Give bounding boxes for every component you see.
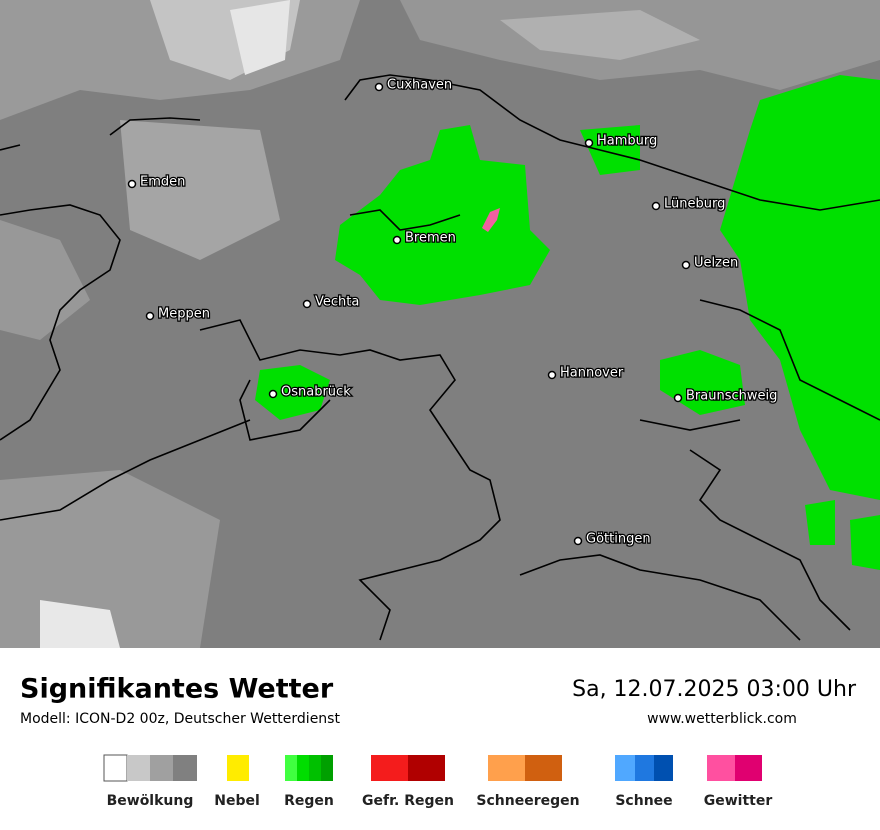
rain-areas (255, 75, 880, 570)
city-dot (145, 311, 155, 321)
legend-swatches (103, 754, 762, 782)
city-label: Göttingen (586, 532, 651, 547)
city-label: Emden (140, 175, 185, 190)
city-dot (302, 299, 312, 309)
legend-label: Regen (284, 793, 334, 809)
city-dot (673, 393, 683, 403)
city-label: Cuxhaven (387, 78, 452, 93)
cloud-patches (0, 0, 880, 648)
legend-label: Nebel (214, 793, 260, 809)
website: www.wetterblick.com (647, 711, 797, 727)
city-label: Lüneburg (664, 197, 725, 212)
city-dot (547, 370, 557, 380)
date: Sa, 12.07.2025 03:00 Uhr (572, 677, 857, 702)
city-label: Osnabrück (281, 385, 351, 400)
city-label: Vechta (315, 295, 359, 310)
city-labels: Cuxhaven Hamburg Emden Lüneburg Bremen Uelzen… (127, 76, 779, 548)
city-dot (268, 389, 278, 399)
city-dot (651, 201, 661, 211)
thunderstorm-area (482, 208, 500, 232)
legend-label: Schnee (615, 793, 672, 809)
city-label: Braunschweig (686, 389, 777, 404)
legend-label: Schneeregen (476, 793, 579, 809)
city-label: Uelzen (694, 256, 738, 271)
city-dot (392, 235, 402, 245)
city-dot (573, 536, 583, 546)
model-info: Modell: ICON-D2 00z, Deutscher Wetterdie… (20, 711, 340, 727)
city-label: Meppen (158, 307, 210, 322)
legend-label: Bewölkung (107, 793, 194, 809)
title: Signifikantes Wetter (20, 674, 334, 705)
city-dot (127, 179, 137, 189)
city-label: Bremen (405, 231, 456, 246)
borders (0, 74, 880, 641)
legend-label: Gefr. Regen (362, 793, 454, 809)
city-label: Hannover (560, 366, 624, 381)
legend-labels: Bewölkung Nebel Regen Gefr. Regen Schneerege… (107, 793, 773, 809)
city-dot (584, 138, 594, 148)
city-dot (681, 260, 691, 270)
city-label: Hamburg (597, 134, 657, 149)
city-dot (374, 82, 384, 92)
legend-label: Gewitter (704, 793, 773, 809)
